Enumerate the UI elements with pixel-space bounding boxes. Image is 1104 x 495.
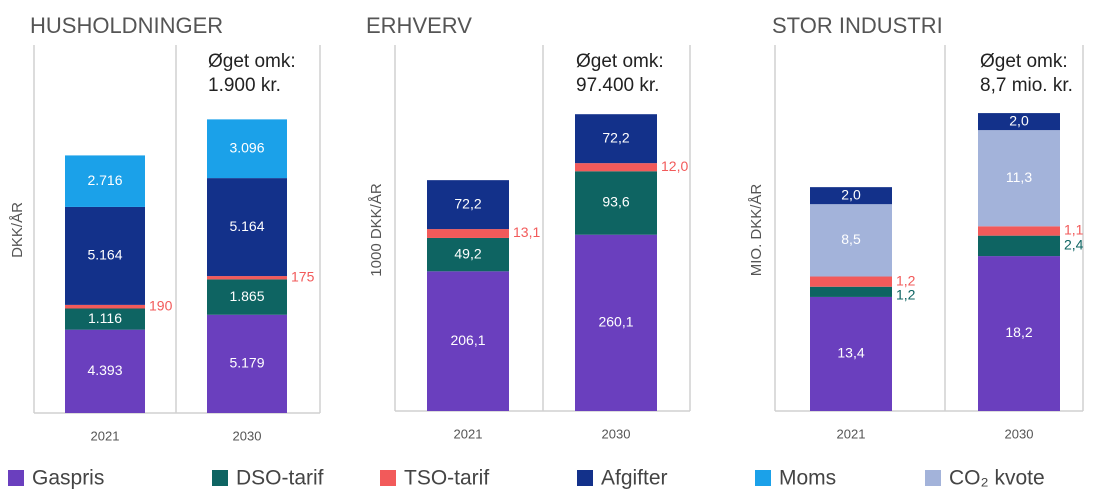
value-label: 4.393 xyxy=(87,362,122,378)
bar-segment xyxy=(810,187,892,205)
legend-swatch xyxy=(925,470,941,486)
bar-segment xyxy=(65,308,145,330)
legend-swatch xyxy=(380,470,396,486)
annotation: Øget omk: xyxy=(980,51,1068,72)
bar-segment xyxy=(978,226,1060,236)
bar-segment xyxy=(65,329,145,413)
bar-segment xyxy=(575,114,657,164)
y-axis-label: DKK/ÅR xyxy=(9,202,26,258)
bar-segment xyxy=(575,163,657,172)
value-label: 5.179 xyxy=(229,355,264,371)
bar-segment xyxy=(810,296,892,411)
bar-segment xyxy=(810,276,892,287)
legend-label: Gaspris xyxy=(32,467,104,490)
annotation: 1.900 kr. xyxy=(208,75,281,96)
value-label: 1,1 xyxy=(1064,222,1084,238)
panel-title: STOR INDUSTRI xyxy=(772,13,943,38)
x-tick-label: 2021 xyxy=(454,426,483,441)
value-label: 2.716 xyxy=(87,172,122,188)
bar-segment xyxy=(65,206,145,305)
value-label: 1.116 xyxy=(88,310,122,326)
panel-title: HUSHOLDNINGER xyxy=(30,13,223,38)
bar-segment xyxy=(207,178,287,277)
value-label: 3.096 xyxy=(229,139,264,155)
value-label: 11,3 xyxy=(1006,169,1032,185)
value-label: 190 xyxy=(149,297,173,313)
value-label: 1,2 xyxy=(896,286,916,302)
bar-segment xyxy=(207,314,287,413)
bar-segment xyxy=(810,204,892,277)
value-label: 2,0 xyxy=(841,186,861,202)
value-label: 2,4 xyxy=(1064,237,1084,253)
bar-segment xyxy=(978,256,1060,411)
legend-swatch xyxy=(577,470,593,486)
x-tick-label: 2030 xyxy=(1005,426,1034,441)
value-label: 49,2 xyxy=(454,245,481,261)
value-label: 175 xyxy=(291,268,315,284)
bar-segment xyxy=(810,286,892,297)
y-axis-label: 1000 DKK/ÅR xyxy=(368,183,385,277)
annotation: 97.400 kr. xyxy=(576,75,659,96)
bar-segment xyxy=(207,279,287,315)
legend-swatch xyxy=(8,470,24,486)
value-label: 2,0 xyxy=(1009,112,1029,128)
bar-segment xyxy=(427,271,509,411)
value-label: 93,6 xyxy=(602,194,629,210)
bar-segment xyxy=(427,237,509,272)
bar-segment xyxy=(978,130,1060,227)
y-axis-label: MIO. DKK/ÅR xyxy=(748,184,765,277)
x-tick-label: 2030 xyxy=(602,426,631,441)
bar-segment xyxy=(978,235,1060,257)
value-label: 8,5 xyxy=(841,231,861,247)
value-label: 206,1 xyxy=(450,332,485,348)
annotation: 8,7 mio. kr. xyxy=(980,75,1073,96)
legend-swatch xyxy=(755,470,771,486)
value-label: 1,2 xyxy=(896,272,916,288)
x-tick-label: 2021 xyxy=(91,428,120,443)
bar-segment xyxy=(65,155,145,207)
value-label: 72,2 xyxy=(454,195,481,211)
x-tick-label: 2021 xyxy=(837,426,866,441)
bar-segment xyxy=(427,180,509,230)
legend-label: TSO-tarif xyxy=(404,467,489,490)
bar-segment xyxy=(978,113,1060,131)
bar-segment xyxy=(575,171,657,235)
bar-segment xyxy=(207,119,287,179)
value-label: 13,4 xyxy=(837,345,864,361)
value-label: 18,2 xyxy=(1005,324,1032,340)
annotation: Øget omk: xyxy=(208,51,296,72)
value-label: 13,1 xyxy=(513,224,540,240)
value-label: 12,0 xyxy=(661,158,688,174)
value-label: 1.865 xyxy=(229,288,264,304)
bar-segment xyxy=(65,304,145,309)
legend-label: DSO-tarif xyxy=(236,467,324,490)
legend-label: CO₂ kvote xyxy=(949,467,1045,490)
panel-title: ERHVERV xyxy=(366,13,472,38)
value-label: 5.164 xyxy=(87,247,122,263)
legend-label: Moms xyxy=(779,467,836,490)
annotation: Øget omk: xyxy=(576,51,664,72)
value-label: 72,2 xyxy=(602,129,629,145)
legend-swatch xyxy=(212,470,228,486)
value-label: 260,1 xyxy=(598,314,633,330)
value-label: 5.164 xyxy=(229,218,264,234)
legend-label: Afgifter xyxy=(601,467,668,490)
bar-segment xyxy=(427,229,509,238)
bar-segment xyxy=(575,234,657,411)
bar-segment xyxy=(207,276,287,280)
x-tick-label: 2030 xyxy=(233,428,262,443)
